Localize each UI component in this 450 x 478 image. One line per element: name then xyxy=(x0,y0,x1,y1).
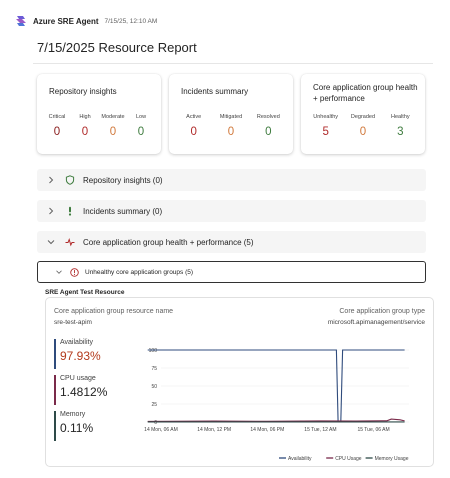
accordion-label: Unhealthy core application groups (5) xyxy=(85,268,194,276)
app-header: Azure SRE Agent 7/15/25, 12:10 AM xyxy=(14,12,157,30)
metric-value: 0 xyxy=(265,126,272,138)
metric-low: Low 0 xyxy=(127,114,155,138)
y-tick-label: 50 xyxy=(151,384,157,390)
metric-value: 0 xyxy=(109,126,117,138)
metric-critical: Critical 0 xyxy=(43,114,71,138)
metric-label: Degraded xyxy=(350,114,376,120)
resource-panel: Core application group resource name sre… xyxy=(45,297,434,467)
accordion-repository-insights[interactable]: Repository insights (0) xyxy=(37,169,426,191)
metric-value: 0 xyxy=(190,126,197,138)
y-tick-label: 0 xyxy=(154,420,157,426)
accordion-incidents-summary[interactable]: Incidents summary (0) xyxy=(37,200,426,222)
metric-value: 0 xyxy=(359,126,367,138)
metric-value: 0 xyxy=(227,126,235,138)
card-title: Core application group health + performa… xyxy=(313,83,418,103)
stat-value: 0.11% xyxy=(60,421,94,435)
x-tick-label: 14 Mon, 06 PM xyxy=(250,427,284,433)
x-tick-label: 15 Tue, 12 AM xyxy=(304,427,336,433)
metric-value: 0 xyxy=(81,126,89,138)
legend-label: Availability xyxy=(288,456,312,462)
stat-memory: Memory 0.11% xyxy=(54,411,134,441)
x-tick-label: 14 Mon, 06 AM xyxy=(144,427,178,433)
exclamation-icon xyxy=(68,206,72,216)
metric-moderate: Moderate 0 xyxy=(99,114,127,138)
accordion-label: Repository insights (0) xyxy=(83,175,163,185)
metrics-line-chart: 0 25 50 75 100 14 Mon, 06 AM 14 Mon, 12 PM 14 M… xyxy=(144,348,409,462)
card-title: Repository insights xyxy=(49,87,117,96)
resource-type-label: Core application group type xyxy=(339,308,425,315)
metric-label: Critical xyxy=(48,114,66,120)
stat-indicator xyxy=(54,411,56,441)
repository-insights-card: Repository insights Critical 0 High 0 Mo… xyxy=(37,74,161,154)
y-tick-label: 75 xyxy=(151,366,157,372)
metric-label: Resolved xyxy=(256,114,280,120)
accordion-unhealthy-groups[interactable]: Unhealthy core application groups (5) xyxy=(37,261,426,283)
chevron-down-icon xyxy=(56,270,62,274)
accordion-label: Incidents summary (0) xyxy=(83,206,163,216)
stat-indicator xyxy=(54,339,56,369)
timestamp: 7/15/25, 12:10 AM xyxy=(104,17,158,25)
stat-availability: Availability 97.93% xyxy=(54,339,134,369)
stat-value: 1.4812% xyxy=(60,385,108,399)
resource-name-value: sre-test-apim xyxy=(54,319,92,326)
stat-label: Memory xyxy=(60,411,86,418)
metric-label: Mitigated xyxy=(219,114,243,120)
resource-type-value: microsoft.apimanagement/service xyxy=(327,319,425,326)
metric-degraded: Degraded 0 xyxy=(348,114,378,138)
metric-active: Active 0 xyxy=(179,114,209,138)
metric-label: Low xyxy=(135,114,147,120)
metric-healthy: Healthy 3 xyxy=(385,114,415,138)
app-name: Azure SRE Agent xyxy=(33,16,99,26)
resource-title: SRE Agent Test Resource xyxy=(45,289,125,296)
y-tick-label: 25 xyxy=(151,402,157,408)
metric-label: Moderate xyxy=(101,114,125,120)
info-circle-icon xyxy=(70,267,79,277)
metric-value: 3 xyxy=(397,126,404,138)
metric-label: Active xyxy=(186,114,202,120)
card-title: Incidents summary xyxy=(181,87,249,96)
metric-mitigated: Mitigated 0 xyxy=(216,114,246,138)
heartbeat-icon xyxy=(65,237,75,247)
metric-value: 5 xyxy=(322,126,329,138)
chevron-right-icon xyxy=(49,207,54,215)
accordion-core-app-health[interactable]: Core application group health + performa… xyxy=(37,231,426,253)
accordion-label: Core application group health + performa… xyxy=(83,237,254,247)
legend-label: Memory Usage xyxy=(375,456,409,462)
chevron-down-icon xyxy=(47,240,55,245)
stat-indicator xyxy=(54,375,56,405)
chevron-right-icon xyxy=(49,176,54,184)
core-app-health-card: Core application group health + performa… xyxy=(301,74,425,154)
stat-cpu-usage: CPU usage 1.4812% xyxy=(54,375,134,405)
azure-sre-agent-logo xyxy=(16,16,26,26)
incidents-summary-card: Incidents summary Active 0 Mitigated 0 R… xyxy=(169,74,293,154)
stat-label: Availability xyxy=(60,339,93,346)
y-tick-label: 100 xyxy=(149,348,158,354)
stat-value: 97.93% xyxy=(60,349,101,363)
title-divider xyxy=(33,63,433,64)
metric-label: Unhealthy xyxy=(313,114,339,120)
page-title: 7/15/2025 Resource Report xyxy=(37,40,197,55)
resource-name-label: Core application group resource name xyxy=(54,308,174,315)
metric-high: High 0 xyxy=(71,114,99,138)
metric-label: Healthy xyxy=(390,114,410,120)
series-line-cpu-usage xyxy=(147,418,405,422)
metric-value: 0 xyxy=(137,126,145,138)
metric-value: 0 xyxy=(53,126,61,138)
x-tick-label: 15 Tue, 06 AM xyxy=(357,427,389,433)
metric-resolved: Resolved 0 xyxy=(253,114,283,138)
stat-label: CPU usage xyxy=(60,375,96,382)
shield-icon xyxy=(65,175,75,185)
metric-label: High xyxy=(79,114,91,120)
x-tick-label: 14 Mon, 12 PM xyxy=(197,427,231,433)
legend-label: CPU Usage xyxy=(335,456,362,462)
metric-unhealthy: Unhealthy 5 xyxy=(311,114,341,138)
